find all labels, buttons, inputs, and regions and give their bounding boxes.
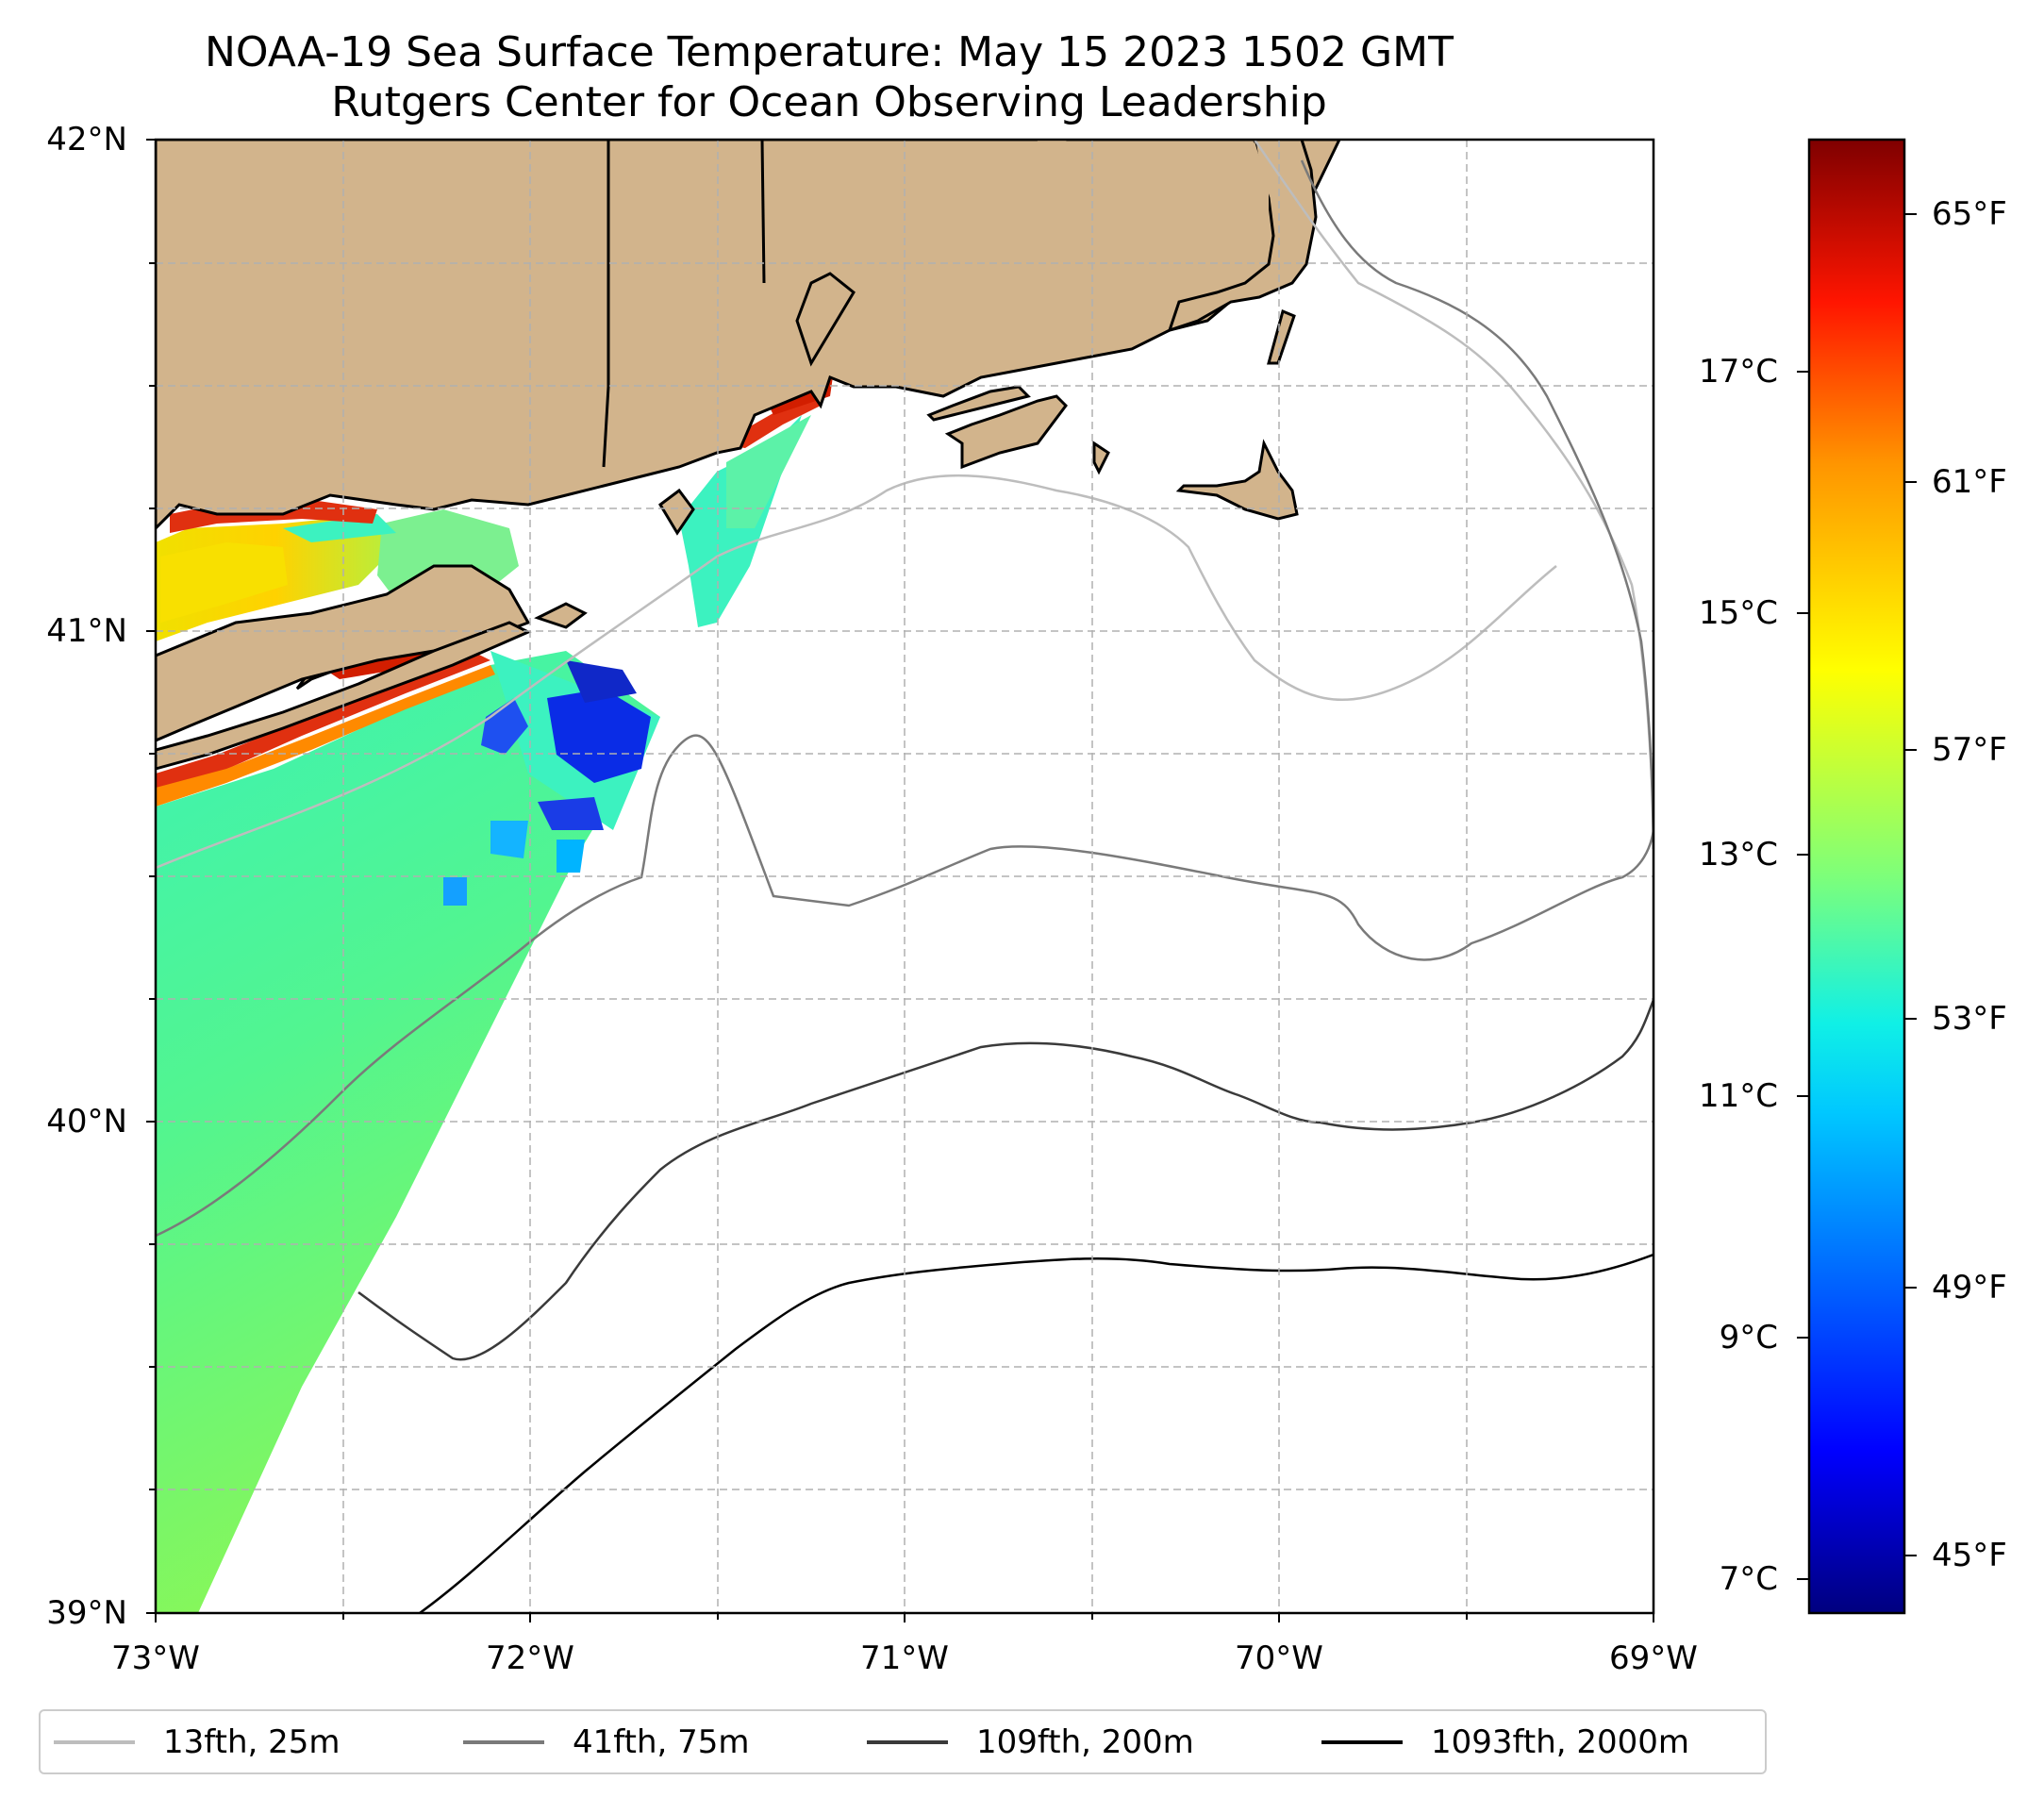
lat-tick-label: 40°N <box>46 1103 127 1140</box>
lon-tick-label: 71°W <box>860 1639 949 1677</box>
legend-swatch <box>54 1739 135 1744</box>
land-ma-fill <box>1028 140 1075 236</box>
map-area <box>156 140 1653 1613</box>
contour-75m <box>1300 159 1653 850</box>
colorbar-fahrenheit-label: 65°F <box>1932 195 2007 233</box>
colorbar-fahrenheit-label: 45°F <box>1932 1537 2007 1574</box>
sst-cold-patch-1 <box>481 698 528 755</box>
chart-title: NOAA-19 Sea Surface Temperature: May 15 … <box>205 28 1454 76</box>
colorbar-fahrenheit-label: 57°F <box>1932 731 2007 769</box>
sst-cool-patch-7 <box>490 821 528 858</box>
legend-label: 109fth, 200m <box>976 1722 1194 1761</box>
colorbar <box>1807 138 1906 1615</box>
lon-tick-label: 73°W <box>111 1639 200 1677</box>
legend-item-200m: 109fth, 200m <box>867 1711 1194 1772</box>
land <box>156 140 1341 771</box>
colorbar-celsius-label: 17°C <box>1698 353 1778 391</box>
sst-cool-patch-6 <box>443 877 467 906</box>
legend-item-75m: 41fth, 75m <box>463 1711 750 1772</box>
land-gardiners <box>534 602 588 629</box>
land-chappaquiddick <box>1092 441 1110 475</box>
sst-cold-patch-2 <box>547 689 651 783</box>
land-cape-cod <box>1167 140 1318 333</box>
sst-cool-patch-5 <box>557 840 585 873</box>
border-ny-ct <box>602 140 610 468</box>
sst-coastal-orange <box>156 665 495 807</box>
colorbar-celsius-label: 11°C <box>1698 1077 1778 1115</box>
legend-label: 1093fth, 2000m <box>1431 1722 1690 1761</box>
lat-tick-label: 42°N <box>46 121 127 158</box>
legend: 13fth, 25m 41fth, 75m 109fth, 200m 1093f… <box>39 1709 1767 1774</box>
contour-200m <box>357 999 1653 1361</box>
colorbar-ticks <box>1797 213 1917 1580</box>
land-mainland <box>156 140 1341 531</box>
land-nantucket <box>1175 439 1299 521</box>
legend-item-2000m: 1093fth, 2000m <box>1321 1711 1689 1772</box>
colorbar-celsius-label: 7°C <box>1719 1560 1778 1598</box>
gridlines <box>156 140 1653 1613</box>
colorbar-fahrenheit-label: 53°F <box>1932 1000 2007 1038</box>
land-aquidneck <box>795 272 856 367</box>
sst-cold-patch-3 <box>566 660 637 703</box>
border-ct-ri <box>760 140 766 284</box>
lat-tick-label: 39°N <box>46 1594 127 1632</box>
lat-tick-label: 41°N <box>46 612 127 650</box>
land-south-fork-strip <box>156 621 532 771</box>
colorbar-celsius-label: 15°C <box>1698 594 1778 632</box>
colorbar-fahrenheit-label: 61°F <box>1932 463 2007 501</box>
land-elizabeth-islands <box>926 385 1031 422</box>
legend-item-25m: 13fth, 25m <box>54 1711 341 1772</box>
sst-cold-patch-4 <box>538 797 604 830</box>
land-fishers <box>658 488 695 536</box>
legend-label: 13fth, 25m <box>163 1722 341 1761</box>
sst-coastal-warm <box>156 651 490 792</box>
legend-swatch <box>867 1739 948 1744</box>
legend-label: 41fth, 75m <box>573 1722 750 1761</box>
lon-tick-label: 70°W <box>1235 1639 1323 1677</box>
sst-bis-green <box>726 415 811 528</box>
land-marthas-vineyard <box>944 394 1068 470</box>
colorbar-celsius-label: 13°C <box>1698 836 1778 874</box>
sst-lis-yellow <box>160 542 288 623</box>
colorbar-celsius-label: 9°C <box>1719 1319 1778 1356</box>
state-borders <box>602 140 802 468</box>
land-cape-cod-fill <box>1188 141 1269 283</box>
sst-swath-main <box>156 651 660 1613</box>
legend-swatch <box>1321 1739 1403 1744</box>
contour-2000m <box>419 1253 1653 1613</box>
colorbar-fahrenheit-label: 49°F <box>1932 1269 2007 1306</box>
axis-ticks <box>146 139 1654 1622</box>
chart-subtitle: Rutgers Center for Ocean Observing Leade… <box>331 78 1327 126</box>
lon-tick-label: 69°W <box>1609 1639 1698 1677</box>
contour-25m <box>156 474 1557 870</box>
land-monomoy <box>1267 308 1296 365</box>
legend-swatch <box>463 1739 544 1744</box>
lon-tick-label: 72°W <box>486 1639 574 1677</box>
